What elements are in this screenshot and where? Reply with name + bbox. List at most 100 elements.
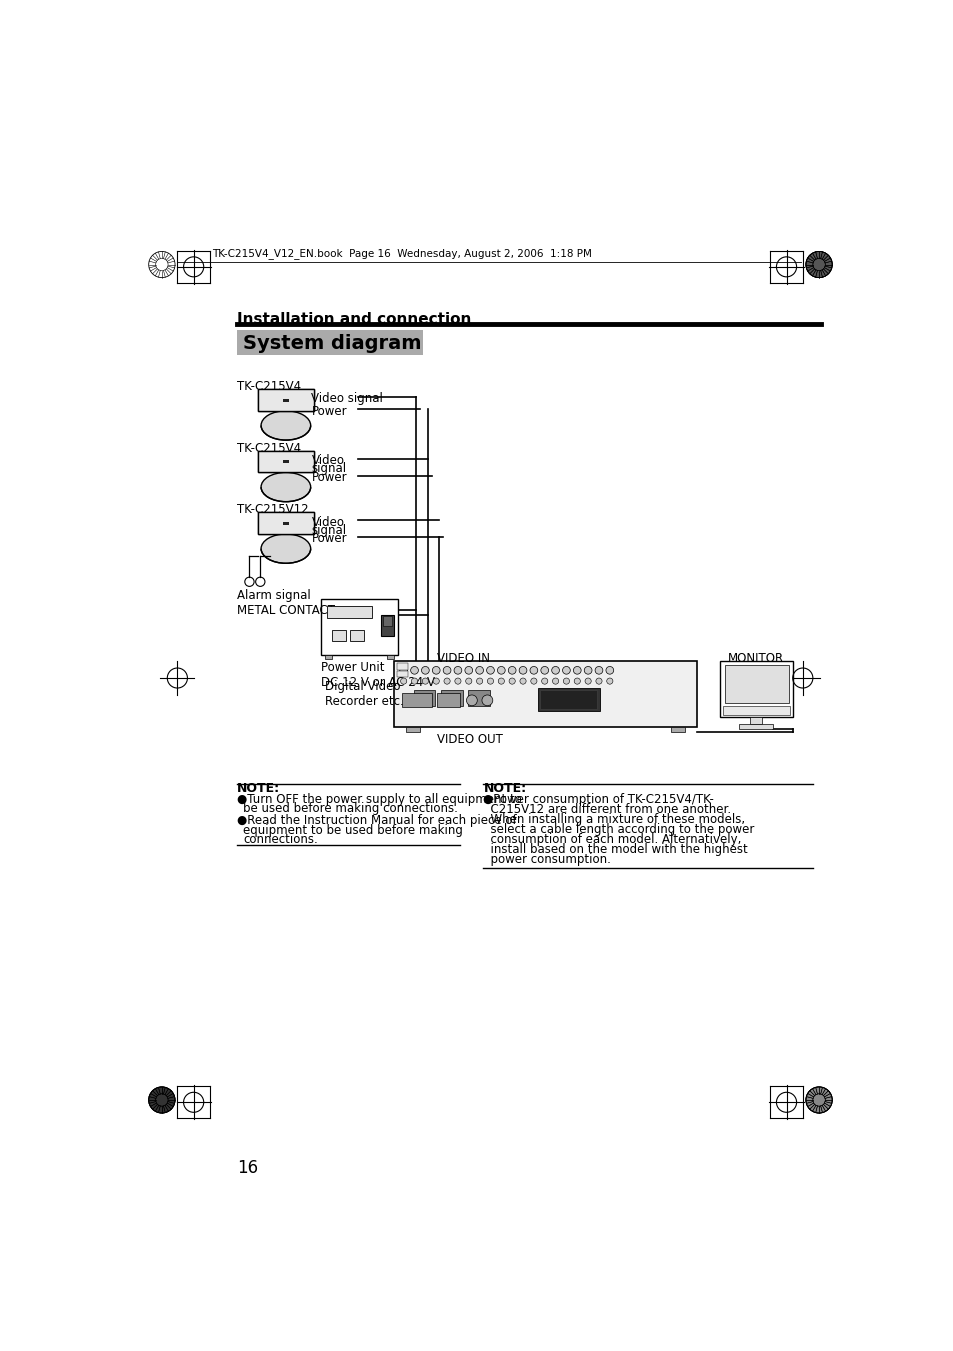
Text: Video: Video	[311, 516, 344, 528]
Circle shape	[562, 666, 570, 674]
Text: Power: Power	[311, 532, 347, 546]
Bar	[396, 671, 408, 677]
Circle shape	[530, 666, 537, 674]
Text: signal: signal	[311, 462, 346, 476]
Circle shape	[443, 678, 450, 684]
Text: Video: Video	[311, 454, 344, 467]
Bar	[282, 521, 289, 524]
Circle shape	[497, 666, 505, 674]
Bar	[282, 461, 289, 463]
Text: 16: 16	[236, 1159, 258, 1177]
Circle shape	[606, 678, 612, 684]
Bar	[670, 727, 684, 732]
Text: TK-C215V4: TK-C215V4	[236, 442, 301, 455]
Text: Installation and connection: Installation and connection	[236, 312, 471, 327]
Bar	[723, 665, 788, 704]
Circle shape	[497, 678, 504, 684]
Ellipse shape	[261, 411, 311, 440]
Bar	[539, 690, 597, 709]
Bar	[394, 661, 696, 727]
Text: ●Power consumption of TK-C215V4/TK-: ●Power consumption of TK-C215V4/TK-	[483, 793, 714, 805]
Text: TK-C215V4: TK-C215V4	[236, 380, 301, 393]
Circle shape	[433, 678, 439, 684]
Bar	[257, 389, 314, 411]
Circle shape	[562, 678, 569, 684]
Circle shape	[595, 666, 602, 674]
Bar	[739, 724, 773, 728]
Circle shape	[481, 694, 493, 705]
Bar	[259, 396, 312, 411]
Circle shape	[476, 678, 482, 684]
Circle shape	[805, 251, 831, 277]
Circle shape	[574, 678, 579, 684]
Ellipse shape	[261, 534, 311, 563]
Bar	[257, 512, 314, 534]
Text: NOTE:: NOTE:	[483, 782, 526, 794]
Circle shape	[487, 678, 493, 684]
Bar	[257, 451, 314, 473]
Bar	[396, 663, 408, 670]
Bar	[282, 399, 289, 401]
Bar	[350, 631, 364, 642]
Bar	[749, 716, 761, 724]
Text: Digital Video
Recorder etc.: Digital Video Recorder etc.	[324, 681, 403, 708]
Bar	[257, 451, 314, 473]
Text: MONITOR: MONITOR	[727, 651, 783, 665]
Bar	[381, 615, 394, 636]
Text: ●Turn OFF the power supply to all equipment to: ●Turn OFF the power supply to all equipm…	[236, 793, 521, 805]
Circle shape	[411, 678, 417, 684]
Text: TK-C215V4_V12_EN.book  Page 16  Wednesday, August 2, 2006  1:18 PM: TK-C215V4_V12_EN.book Page 16 Wednesday,…	[212, 249, 592, 259]
Bar	[440, 690, 462, 705]
Circle shape	[400, 678, 406, 684]
Circle shape	[421, 666, 429, 674]
Circle shape	[551, 666, 558, 674]
Bar	[259, 519, 312, 534]
Text: signal: signal	[311, 524, 346, 536]
Text: connections.: connections.	[243, 832, 317, 846]
Text: System diagram: System diagram	[243, 334, 421, 353]
Circle shape	[443, 666, 451, 674]
Circle shape	[149, 1088, 174, 1113]
Bar	[327, 605, 372, 617]
Circle shape	[605, 666, 613, 674]
Circle shape	[540, 666, 548, 674]
Circle shape	[530, 678, 537, 684]
Bar	[324, 655, 332, 659]
Text: Power: Power	[311, 471, 347, 484]
Bar	[414, 690, 435, 705]
Circle shape	[422, 678, 428, 684]
Text: equipment to be used before making: equipment to be used before making	[243, 824, 462, 836]
Bar	[236, 330, 422, 354]
Circle shape	[584, 678, 591, 684]
Text: When installing a mixture of these models,: When installing a mixture of these model…	[483, 813, 745, 825]
Text: NOTE:: NOTE:	[236, 782, 280, 794]
Bar	[320, 600, 397, 655]
Bar	[436, 693, 459, 708]
Circle shape	[596, 678, 601, 684]
Text: power consumption.: power consumption.	[483, 852, 611, 866]
Bar	[720, 661, 793, 716]
Circle shape	[552, 678, 558, 684]
Circle shape	[486, 666, 494, 674]
Bar	[406, 727, 419, 732]
Circle shape	[466, 694, 476, 705]
Bar	[282, 461, 289, 463]
Circle shape	[455, 678, 460, 684]
Circle shape	[518, 666, 526, 674]
Circle shape	[399, 666, 407, 674]
Bar	[386, 655, 394, 659]
Text: ●Read the Instruction Manual for each piece of: ●Read the Instruction Manual for each pi…	[236, 815, 517, 827]
Circle shape	[541, 678, 547, 684]
Bar	[282, 521, 289, 524]
Bar	[259, 458, 312, 473]
Circle shape	[465, 678, 472, 684]
Bar	[257, 512, 314, 534]
Bar	[282, 399, 289, 401]
Circle shape	[464, 666, 472, 674]
Circle shape	[476, 666, 483, 674]
Bar	[468, 690, 489, 705]
Bar	[332, 631, 345, 642]
Bar	[257, 389, 314, 411]
Circle shape	[805, 1088, 831, 1113]
Bar	[537, 688, 599, 711]
